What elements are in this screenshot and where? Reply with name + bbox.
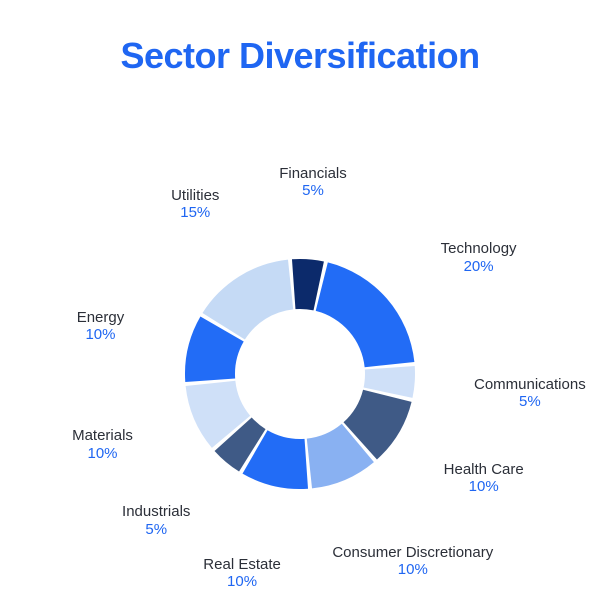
segment-name: Consumer Discretionary — [332, 544, 493, 561]
donut-labels: Financials5%Technology20%Communications5… — [0, 4, 600, 600]
segment-percent: 5% — [122, 520, 190, 537]
segment-label: Health Care10% — [444, 460, 524, 495]
segment-percent: 20% — [441, 257, 517, 274]
segment-percent: 10% — [72, 444, 133, 461]
segment-label: Communications5% — [474, 375, 586, 410]
segment-percent: 15% — [171, 204, 219, 221]
segment-percent: 10% — [203, 573, 281, 590]
segment-percent: 5% — [279, 182, 347, 199]
segment-percent: 10% — [77, 326, 125, 343]
segment-name: Financials — [279, 164, 347, 181]
segment-label: Consumer Discretionary10% — [332, 544, 493, 579]
segment-percent: 10% — [444, 478, 524, 495]
segment-name: Health Care — [444, 460, 524, 477]
segment-label: Utilities15% — [171, 186, 219, 221]
segment-name: Industrials — [122, 503, 190, 520]
segment-name: Energy — [77, 308, 125, 325]
segment-name: Materials — [72, 427, 133, 444]
segment-label: Financials5% — [279, 164, 347, 199]
donut-chart: Financials5%Technology20%Communications5… — [0, 104, 600, 600]
segment-label: Technology20% — [441, 240, 517, 275]
segment-percent: 5% — [474, 393, 586, 410]
segment-name: Technology — [441, 240, 517, 257]
segment-label: Energy10% — [77, 308, 125, 343]
segment-label: Materials10% — [72, 427, 133, 462]
segment-percent: 10% — [332, 561, 493, 578]
segment-label: Real Estate10% — [203, 556, 281, 591]
segment-label: Industrials5% — [122, 503, 190, 538]
segment-name: Real Estate — [203, 556, 281, 573]
segment-name: Utilities — [171, 186, 219, 203]
segment-name: Communications — [474, 375, 586, 392]
